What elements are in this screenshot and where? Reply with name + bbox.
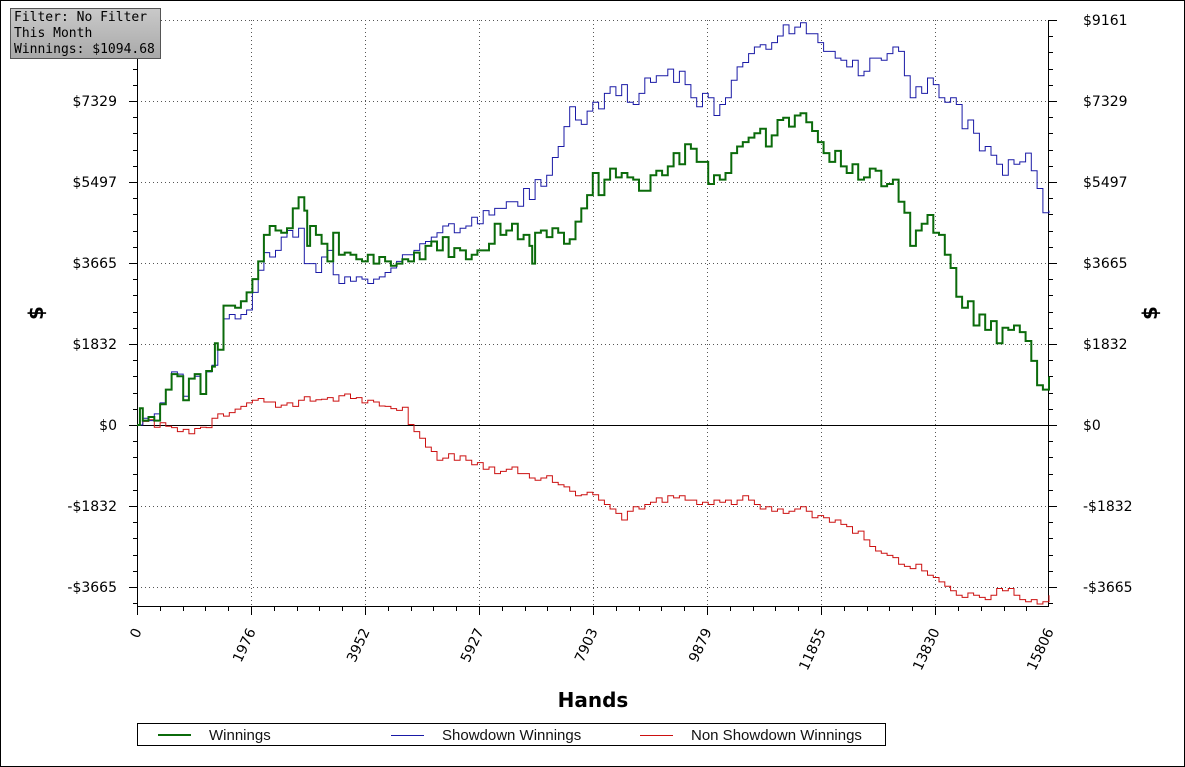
x-tick-label: 7903 xyxy=(572,626,602,665)
legend-item-winnings: Winnings xyxy=(158,726,271,744)
y-axis-title-right: $ xyxy=(1138,306,1162,320)
legend-item-non-showdown: Non Showdown Winnings xyxy=(640,726,862,744)
x-tick-label: 13830 xyxy=(910,626,943,673)
x-tick-label: 11855 xyxy=(796,626,829,673)
x-axis-title: Hands xyxy=(558,688,629,712)
y-tick-label-left: $0 xyxy=(99,418,117,434)
legend: Winnings Showdown Winnings Non Showdown … xyxy=(137,723,886,746)
y-tick-label-left: $1832 xyxy=(72,337,117,353)
y-tick-label-right: $7329 xyxy=(1083,94,1128,110)
legend-label-winnings: Winnings xyxy=(209,726,271,744)
grid-lines xyxy=(137,20,1049,606)
filter-label: Filter: No Filter xyxy=(14,10,148,25)
y-tick-label-left: $3665 xyxy=(72,256,117,272)
series-line-winnings xyxy=(137,112,1050,426)
period-label: This Month xyxy=(14,26,93,41)
legend-swatch-showdown xyxy=(391,734,424,736)
x-tick-label: 3952 xyxy=(344,626,374,665)
y-tick-label-right: $5497 xyxy=(1083,175,1128,191)
legend-swatch-winnings xyxy=(158,734,191,736)
legend-label-non-showdown: Non Showdown Winnings xyxy=(691,726,862,744)
y-tick-label-right: -$3665 xyxy=(1083,580,1133,596)
winnings-label: Winnings: $1094.68 xyxy=(14,42,155,57)
legend-item-showdown: Showdown Winnings xyxy=(391,726,581,744)
legend-swatch-non-showdown xyxy=(640,734,673,736)
series-line-non-showdown-winnings xyxy=(137,393,1050,605)
tick-labels: $9161$9161$7329$7329$5497$5497$3665$3665… xyxy=(67,13,1132,673)
axes xyxy=(129,20,1057,615)
x-tick-label: 15806 xyxy=(1024,626,1057,673)
y-axis-title-left: $ xyxy=(24,306,48,320)
y-tick-label-left: -$3665 xyxy=(67,580,117,596)
y-tick-label-right: -$1832 xyxy=(1083,499,1133,515)
x-tick-label: 5927 xyxy=(458,626,488,665)
y-tick-label-right: $3665 xyxy=(1083,256,1128,272)
series-lines xyxy=(137,22,1050,605)
y-tick-label-left: -$1832 xyxy=(67,499,117,515)
info-box: Filter: No Filter This Month Winnings: $… xyxy=(10,8,161,59)
y-tick-label-left: $7329 xyxy=(72,94,117,110)
y-tick-label-right: $0 xyxy=(1083,418,1101,434)
series-line-showdown-winnings xyxy=(137,22,1050,426)
x-tick-label: 1976 xyxy=(230,626,260,665)
y-tick-label-right: $1832 xyxy=(1083,337,1128,353)
x-tick-label: 0 xyxy=(127,626,145,641)
y-tick-label-left: $5497 xyxy=(72,175,117,191)
legend-label-showdown: Showdown Winnings xyxy=(442,726,582,744)
x-tick-label: 9879 xyxy=(686,626,716,665)
y-tick-label-right: $9161 xyxy=(1083,13,1128,29)
